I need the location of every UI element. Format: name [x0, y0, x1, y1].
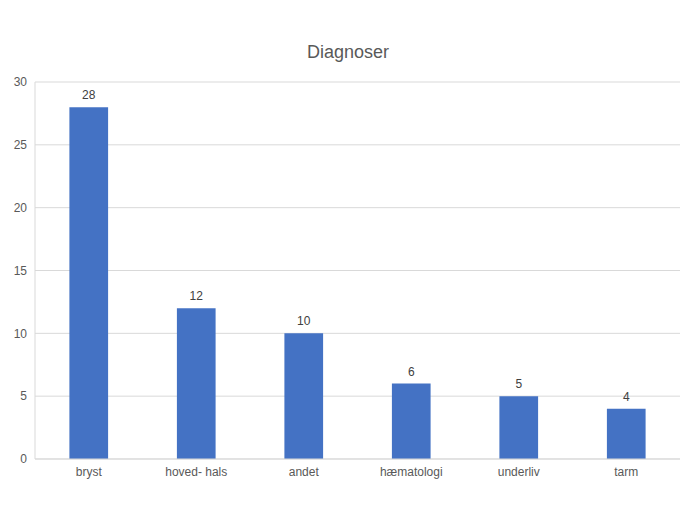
svg-text:0: 0 [20, 452, 27, 466]
svg-text:30: 30 [14, 75, 28, 89]
svg-text:underliv: underliv [498, 465, 540, 479]
svg-text:5: 5 [20, 389, 27, 403]
svg-text:10: 10 [297, 314, 311, 328]
svg-text:4: 4 [623, 390, 630, 404]
svg-text:bryst: bryst [76, 465, 103, 479]
svg-text:12: 12 [190, 289, 204, 303]
svg-text:20: 20 [14, 201, 28, 215]
svg-text:tarm: tarm [614, 465, 638, 479]
svg-text:10: 10 [14, 327, 28, 341]
svg-text:andet: andet [289, 465, 320, 479]
svg-text:hæmatologi: hæmatologi [380, 465, 443, 479]
svg-text:6: 6 [408, 365, 415, 379]
html-text:Diagnoser: Diagnoser [307, 42, 389, 62]
svg-text:hoved- hals: hoved- hals [165, 465, 227, 479]
svg-text:5: 5 [515, 377, 522, 391]
svg-text:28: 28 [82, 88, 96, 102]
svg-text:15: 15 [14, 264, 28, 278]
svg-text:25: 25 [14, 138, 28, 152]
